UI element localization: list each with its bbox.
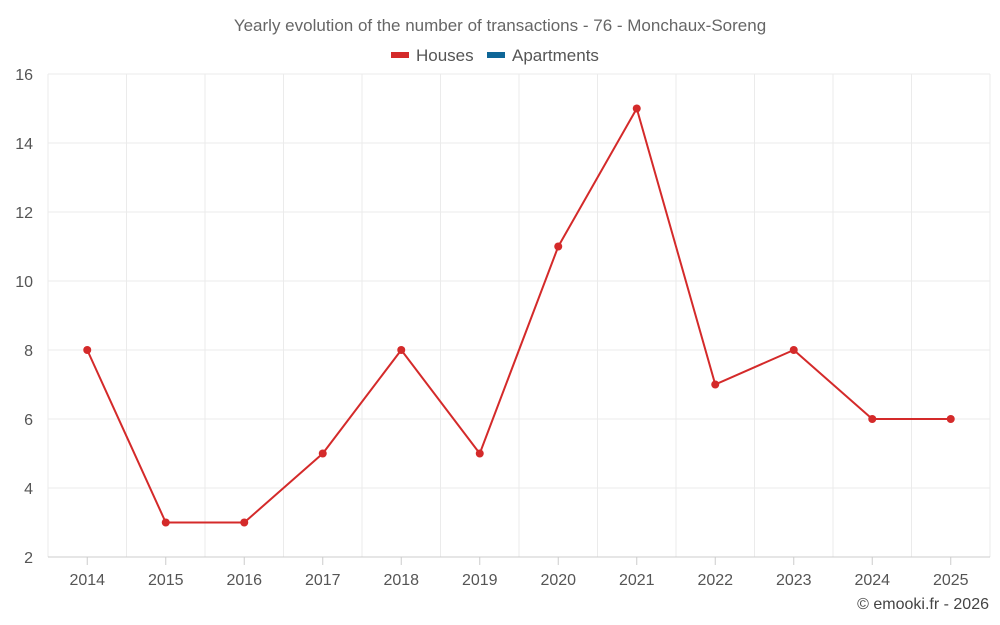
series-line-houses — [86, 107, 951, 524]
x-tick-label: 2021 — [619, 572, 655, 589]
data-point-houses[interactable] — [240, 518, 249, 527]
grid — [47, 73, 991, 557]
x-tick-label: 2024 — [854, 572, 890, 589]
data-point-houses[interactable] — [161, 518, 170, 527]
x-tick-label: 2019 — [462, 572, 498, 589]
credit-label: © emooki.fr - 2026 — [857, 596, 989, 613]
y-tick-label: 4 — [24, 481, 33, 498]
legend-label-houses: Houses — [416, 46, 474, 65]
y-tick-label: 2 — [24, 550, 33, 567]
data-point-houses[interactable] — [318, 449, 327, 458]
data-point-houses[interactable] — [632, 104, 641, 113]
y-tick-label: 10 — [15, 274, 33, 291]
y-tick-label: 12 — [15, 205, 33, 222]
x-tick-label: 2020 — [540, 572, 576, 589]
data-point-houses[interactable] — [475, 449, 484, 458]
legend-label-apartments: Apartments — [512, 46, 599, 65]
data-point-houses[interactable] — [868, 415, 877, 423]
x-tick-label: 2017 — [305, 572, 341, 589]
data-point-houses[interactable] — [711, 380, 720, 389]
x-tick-label: 2025 — [933, 572, 969, 589]
x-tick-label: 2016 — [226, 572, 262, 589]
y-tick-label: 16 — [15, 67, 33, 84]
axes: 2 4 6 8 10 12 14 16 2014 2015 2016 2017 2018 2019 2020… — [15, 67, 990, 589]
series — [83, 104, 955, 527]
x-tick-label: 2014 — [69, 572, 105, 589]
x-tick-label: 2015 — [148, 572, 184, 589]
data-point-houses[interactable] — [83, 346, 92, 354]
data-point-houses[interactable] — [554, 242, 563, 251]
legend: Houses Apartments — [391, 46, 599, 65]
x-tick-label: 2018 — [383, 572, 419, 589]
x-tick-label: 2022 — [697, 572, 733, 589]
legend-item-houses[interactable]: Houses — [391, 46, 474, 65]
data-point-houses[interactable] — [397, 346, 406, 354]
legend-item-apartments[interactable]: Apartments — [487, 46, 599, 65]
data-point-houses[interactable] — [789, 346, 798, 354]
legend-swatch-apartments — [487, 52, 505, 58]
y-tick-label: 14 — [15, 136, 33, 153]
legend-swatch-houses — [391, 52, 409, 58]
chart-title: Yearly evolution of the number of transa… — [234, 16, 766, 35]
y-tick-label: 6 — [24, 412, 33, 429]
data-point-houses[interactable] — [946, 415, 955, 423]
x-tick-label: 2023 — [776, 572, 812, 589]
y-tick-label: 8 — [24, 343, 33, 360]
